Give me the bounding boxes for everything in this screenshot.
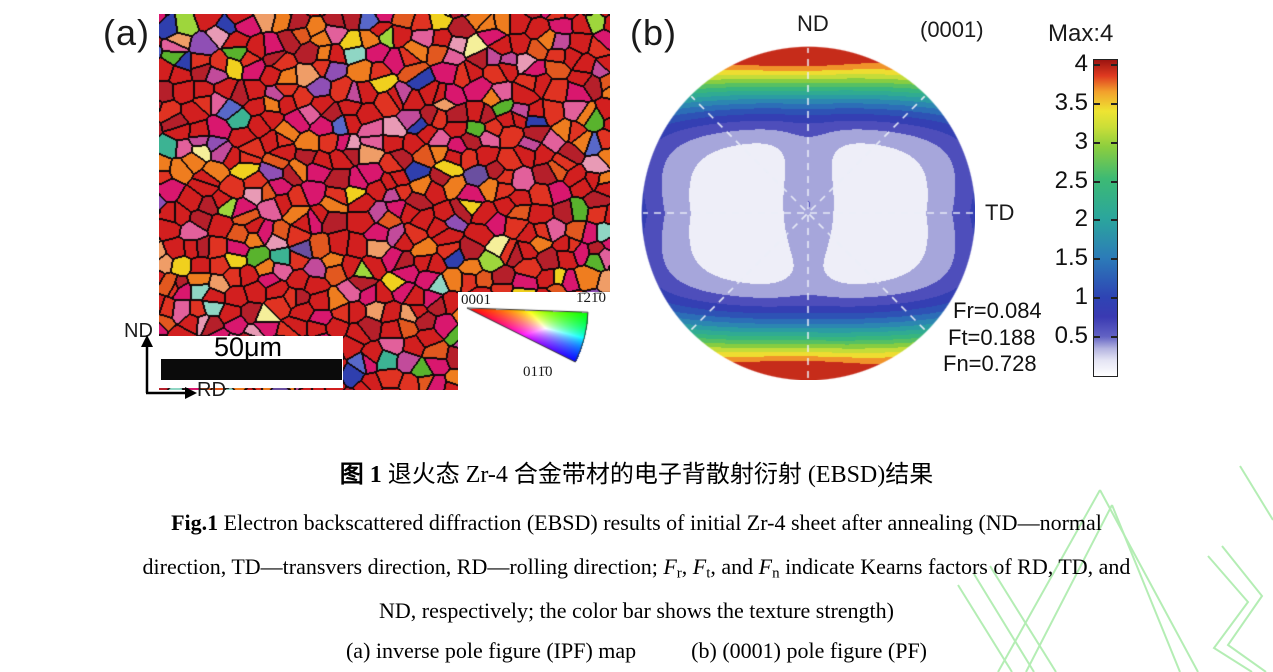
scale-bar [161, 359, 342, 380]
caption-line-subfigures: (a) inverse pole figure (IPF) map (b) (00… [0, 638, 1273, 664]
colorbar-tick-label: 1.5 [1054, 244, 1088, 272]
ipf-key-0110-label: 011̄0 [523, 364, 553, 380]
nd-rd-axes-arrows [141, 335, 197, 399]
caption-a-label: (a) inverse pole figure (IPF) map [345, 638, 637, 663]
kearns-fr-value: Fr=0.084 [953, 298, 1042, 323]
nd-axis-label-a: ND [124, 320, 153, 342]
colorbar-tick-label: 0.5 [1054, 321, 1088, 349]
caption-line-zh: 图 1 退火态 Zr-4 合金带材的电子背散射衍射 (EBSD)结果 [339, 462, 934, 488]
colorbar-tick-mark [1111, 180, 1117, 183]
colorbar [1093, 59, 1118, 377]
colorbar-tick-mark [1094, 141, 1100, 144]
kearns-fn-value: Fn=0.728 [943, 351, 1037, 376]
colorbar-tick-label: 4 [1074, 50, 1088, 77]
kearns-ft-value: Ft=0.188 [948, 325, 1036, 350]
colorbar-tick-mark [1111, 219, 1117, 222]
panel-a-label: (a) [103, 12, 150, 53]
ipf-key-1210-label: 1̄21̄0 [576, 290, 606, 306]
ipf-key-0001-label: 0001 [461, 292, 491, 308]
caption-line-en-3: ND, respectively; the color bar shows th… [378, 598, 894, 623]
caption-line-en-1: Fig.1 Electron backscattered diffraction… [171, 510, 1102, 535]
nd-axis-label-b: ND [797, 11, 829, 36]
colorbar-tick-label: 2.5 [1054, 166, 1088, 194]
colorbar-tick-label: 1 [1074, 283, 1088, 311]
caption-b-label: (b) (0001) pole figure (PF) [691, 638, 928, 663]
colorbar-tick-label: 3.5 [1054, 88, 1088, 116]
colorbar-tick-mark [1094, 180, 1100, 183]
td-axis-label-b: TD [985, 200, 1015, 225]
colorbar-tick-mark [1111, 297, 1117, 300]
colorbar-tick-mark [1111, 64, 1117, 66]
colorbar-tick-mark [1111, 335, 1117, 338]
caption-line-en-2: direction, TD—transvers direction, RD—ro… [142, 554, 1131, 582]
colorbar-tick-mark [1094, 102, 1100, 105]
colorbar-tick-mark [1094, 258, 1100, 261]
pole-figure [641, 46, 975, 380]
colorbar-tick-label: 3 [1074, 127, 1088, 155]
colorbar-max-label: Max:4 [1048, 20, 1114, 47]
colorbar-tick-mark [1111, 141, 1117, 144]
colorbar-tick-mark [1111, 258, 1117, 261]
plane-0001-label: (0001) [920, 17, 984, 42]
scale-bar-text: 50μm [213, 332, 283, 362]
colorbar-tick-mark [1111, 102, 1117, 105]
ipf-color-key-wedge [458, 296, 614, 390]
colorbar-tick-label: 2 [1074, 205, 1088, 233]
rd-axis-label-a: RD [197, 379, 226, 401]
colorbar-tick-mark [1094, 64, 1100, 66]
colorbar-tick-mark [1094, 335, 1100, 338]
colorbar-tick-mark [1094, 297, 1100, 300]
colorbar-tick-mark [1094, 219, 1100, 222]
